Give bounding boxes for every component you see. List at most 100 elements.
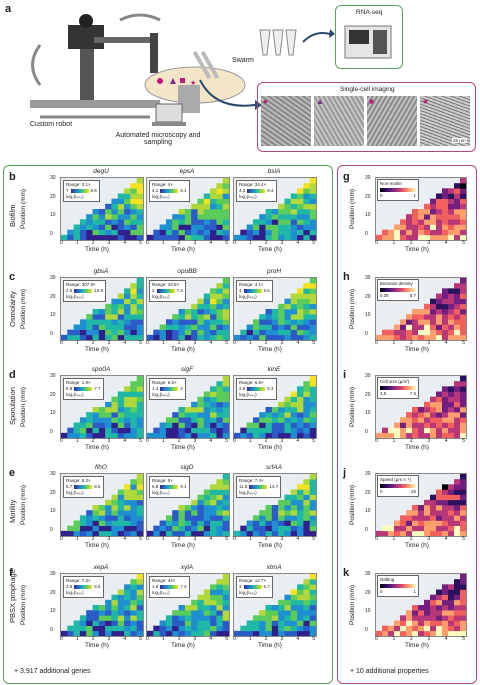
heatmap-cell (436, 214, 443, 220)
heatmap-cells (234, 278, 316, 340)
heatmap-cell (153, 625, 160, 632)
heatmap-cell (448, 505, 455, 511)
y-tick: 10 (50, 410, 56, 417)
heatmap-cell (178, 515, 186, 521)
legend-box: Rafting 0 1 (377, 575, 419, 597)
heatmap-cell (130, 188, 137, 194)
x-tick: 4 (296, 438, 300, 444)
heatmap-cell (259, 427, 266, 434)
heatmap-cell (388, 334, 395, 340)
heatmap-cell (124, 309, 131, 315)
heatmap-cell (246, 229, 254, 236)
heatmap-cell (105, 530, 112, 536)
heatmap-cell (136, 599, 143, 606)
panel-letter-d: d (9, 369, 16, 381)
x-tick: 3 (107, 340, 111, 346)
heatmap-cell (73, 630, 81, 636)
legend-box: Range: 7.3× 3.8 6.6 log₂(I₄₀₀) (63, 576, 104, 598)
heatmap-cell (284, 520, 292, 526)
row-label-d: Sporulation (8, 387, 17, 425)
heatmap-cell (216, 489, 223, 495)
property-name: Speed (μm s⁻¹) (380, 477, 411, 482)
heatmap-cell (460, 620, 466, 626)
heatmap-cell (203, 407, 211, 413)
heatmap-cell (424, 530, 431, 536)
heatmap-cell (92, 214, 100, 220)
x-tick: 4 (444, 240, 448, 246)
heatmap-cell (136, 193, 143, 199)
heatmap-cell (400, 324, 407, 330)
heatmap-cell (216, 298, 223, 305)
heatmap-cell (309, 324, 316, 330)
x-tick: 4 (444, 340, 448, 346)
heatmap-cell (210, 432, 217, 438)
legend-box: Range: 7.4× 11.8 14.7 log₂(I₄₀₀) (236, 476, 282, 498)
heatmap-cell (246, 520, 254, 526)
heatmap-cell (297, 314, 304, 320)
heatmap-cell (259, 525, 266, 532)
heatmap-cell (136, 234, 143, 240)
heatmap-cell (448, 401, 455, 408)
x-tick: 4 (296, 240, 300, 246)
heatmap-cell (246, 620, 254, 626)
heatmap-cell (111, 625, 119, 632)
heatmap-cell (130, 214, 137, 220)
heatmap-cell (430, 510, 437, 516)
heatmap-cell (124, 203, 131, 210)
heatmap-cell (246, 525, 254, 532)
y-tick: 10 (365, 608, 371, 615)
x-tick: 0 (233, 438, 236, 444)
heatmap-cell (210, 386, 217, 392)
colorbar-max: 25 (410, 489, 416, 494)
x-tick: 3 (427, 536, 431, 542)
heatmap-cell (290, 594, 298, 601)
heatmap-cell (278, 525, 285, 532)
heatmap-cell (303, 515, 310, 521)
heatmap-cell (136, 520, 143, 526)
heatmap-cell (460, 391, 466, 397)
x-tick: 4 (123, 438, 127, 444)
heatmap-cell (178, 407, 186, 413)
heatmap-cell (197, 630, 205, 636)
heatmap-cell (222, 224, 229, 230)
heatmap-cell (184, 515, 192, 521)
heatmap-cell (210, 417, 217, 423)
x-tick: 0 (233, 240, 236, 246)
heatmap-cell (436, 309, 443, 315)
heatmap-cell (259, 412, 266, 418)
heatmap-cell (222, 183, 229, 189)
heatmap-cell (284, 630, 292, 636)
heatmap-cell (309, 381, 316, 387)
heatmap-cell (278, 401, 285, 408)
heatmap-cell (303, 625, 310, 632)
y-tick: 0 (365, 526, 368, 533)
heatmap-cell (117, 329, 125, 336)
heatmap-cell (117, 309, 125, 315)
heatmap-cell (284, 314, 292, 320)
heatmap-cell (424, 422, 431, 428)
heatmap-cell (79, 520, 87, 526)
x-tick: 3 (193, 240, 197, 246)
heatmap-cell (159, 234, 167, 240)
heatmap-cell (442, 309, 449, 315)
single-cell-box (257, 82, 476, 152)
heatmap-cell (136, 484, 143, 490)
heatmap-cell (210, 625, 217, 632)
heatmap-cell (460, 489, 466, 495)
heatmap-cell (424, 605, 431, 611)
heatmap-cell (222, 303, 229, 310)
heatmap-cell (460, 484, 466, 490)
heatmap-cell (67, 432, 74, 438)
heatmap-cell (454, 219, 461, 225)
heatmap-cell (436, 391, 443, 397)
x-tick: 4 (296, 340, 300, 346)
heatmap-cell (290, 599, 298, 606)
heatmap-cell (284, 203, 292, 210)
heatmap-cell (284, 417, 292, 423)
property-name: Non-motile (380, 181, 402, 186)
x-tick: 2 (91, 340, 95, 346)
imaging-arrow (199, 79, 262, 110)
heatmap-cell (297, 584, 304, 590)
heatmap-cell (98, 615, 106, 621)
heatmap-cell (460, 401, 466, 408)
